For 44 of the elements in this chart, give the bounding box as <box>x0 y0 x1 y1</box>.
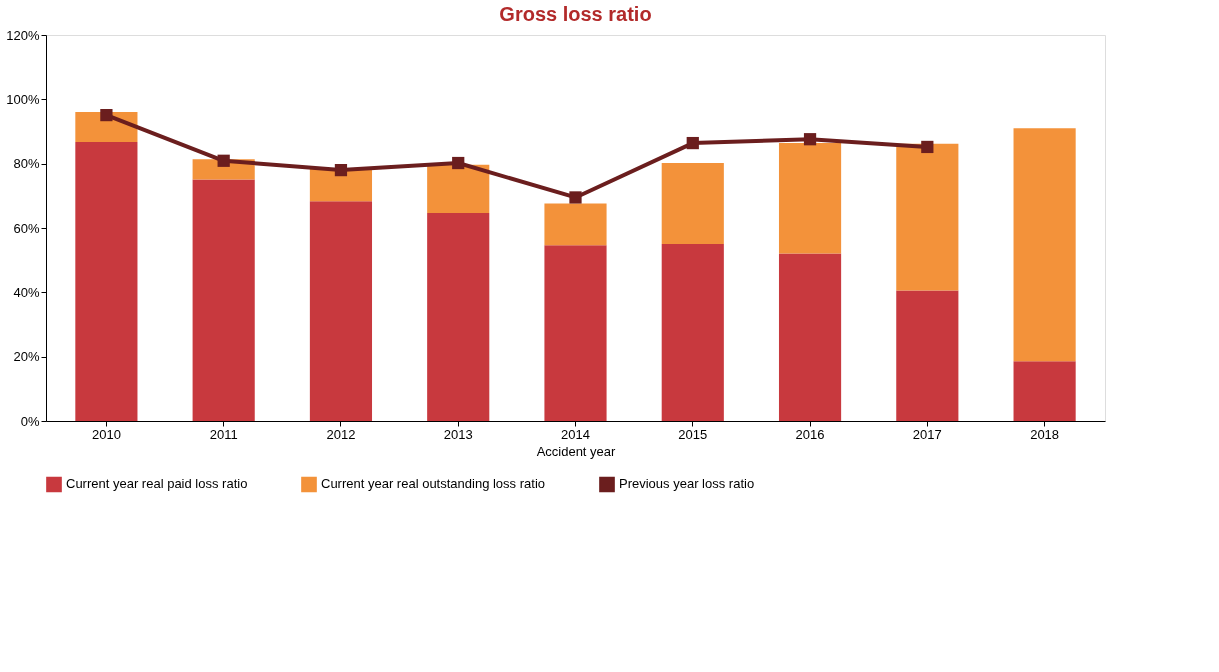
x-tick-label: 2011 <box>209 426 238 442</box>
x-tick-label: 2012 <box>326 426 356 442</box>
y-tick-label: 0% <box>20 413 40 429</box>
y-tick-label: 80% <box>13 156 40 172</box>
bar <box>544 203 607 246</box>
y-tick-label: 20% <box>13 349 40 365</box>
legend-label: Current year real outstanding loss ratio <box>321 476 546 492</box>
bar <box>75 142 138 421</box>
x-tick-label: 2015 <box>678 426 708 442</box>
bar <box>778 143 842 254</box>
point <box>686 136 699 150</box>
point <box>334 163 348 177</box>
bar <box>896 290 959 421</box>
bar <box>427 212 490 421</box>
x-tick-label: 2014 <box>561 426 590 442</box>
bar <box>192 179 255 421</box>
bar <box>1013 361 1076 421</box>
bar <box>309 201 373 421</box>
bar <box>661 163 724 245</box>
x-tick-label: 2013 <box>443 426 473 442</box>
bar <box>427 164 490 213</box>
point <box>217 154 230 167</box>
y-tick-label: 120% <box>6 27 40 43</box>
point <box>803 133 817 146</box>
bar <box>896 143 959 291</box>
x-axis-title: Accident year <box>536 443 617 459</box>
y-tick-label: 40% <box>13 284 40 300</box>
y-tick-label: 100% <box>6 91 40 107</box>
y-tick-label: 60% <box>13 220 40 236</box>
point <box>569 191 582 204</box>
point <box>452 156 465 170</box>
legend-label: Previous year loss ratio <box>619 476 755 492</box>
point <box>921 140 934 154</box>
bar <box>661 244 724 421</box>
chart-title: Gross loss ratio <box>499 3 652 25</box>
point <box>100 108 113 122</box>
bar <box>778 253 842 421</box>
x-tick-label: 2010 <box>91 426 121 442</box>
x-tick-label: 2018 <box>1030 426 1060 442</box>
bar <box>544 245 607 421</box>
legend-label: Current year real paid loss ratio <box>66 476 248 492</box>
x-tick-label: 2017 <box>912 426 942 442</box>
x-tick-label: 2016 <box>795 426 825 442</box>
bar <box>1013 128 1076 362</box>
